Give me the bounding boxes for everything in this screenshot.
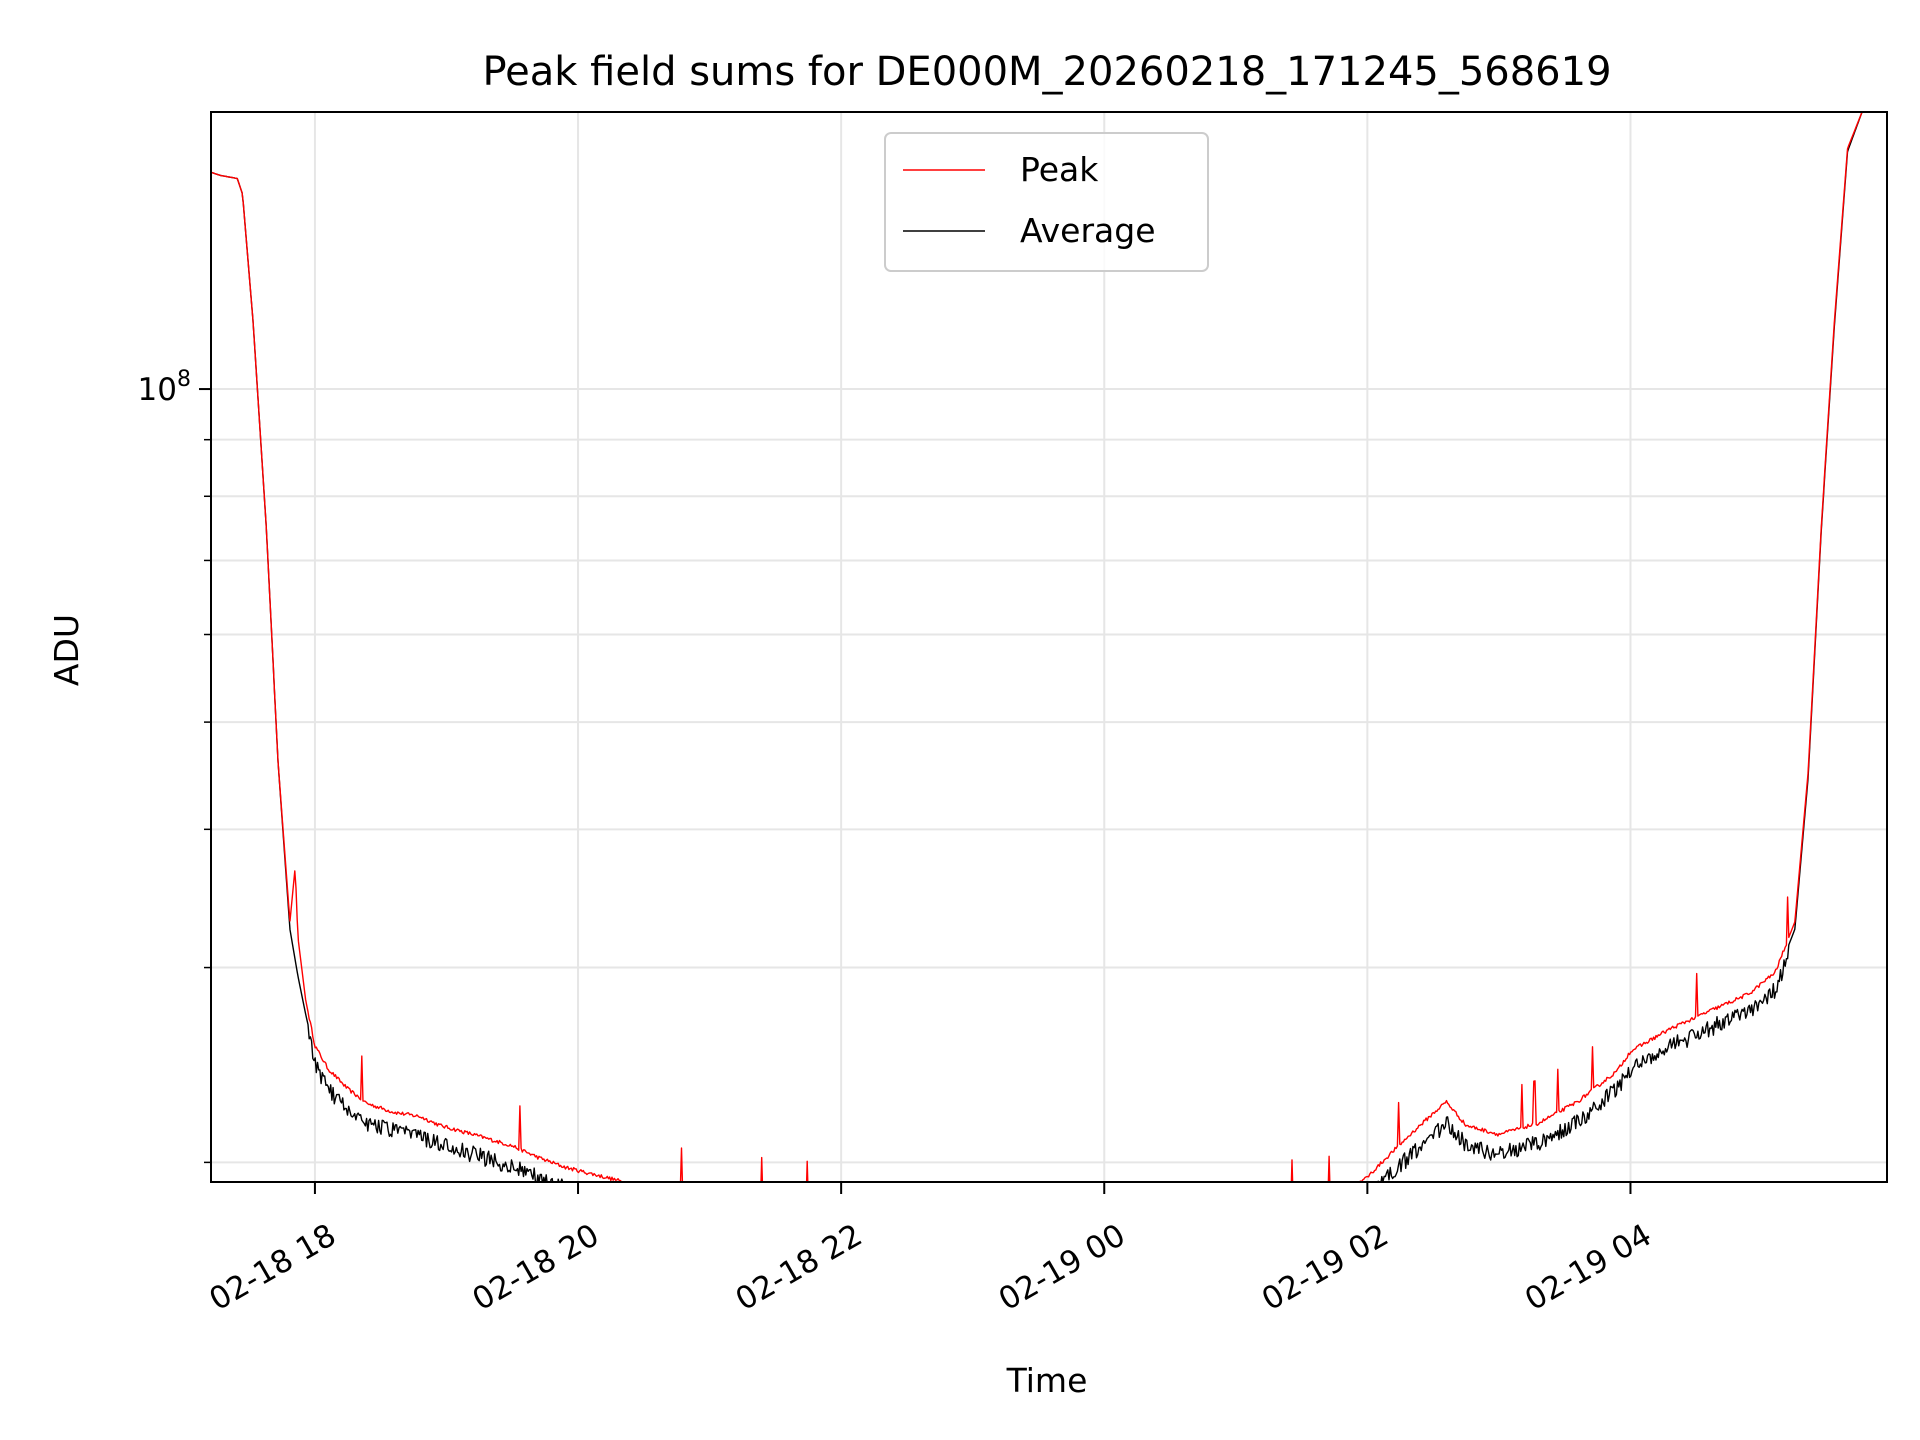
series-layer [211,112,1887,1182]
y-tick-label-0: 108 [138,367,191,408]
legend-box [884,132,1209,272]
plot-area [211,112,1887,1182]
series-line-average [211,112,1887,1182]
legend-label-peak: Peak [1020,150,1099,189]
series-line-peak [211,112,1887,1182]
legend: Peak Average [884,132,1209,272]
plot-frame [210,111,1888,1183]
x-axis-label: Time [1006,1361,1088,1400]
legend-label-average: Average [1020,211,1156,250]
chart-title: Peak field sums for DE000M_20260218_1712… [482,49,1611,95]
y-axis-label: ADU [47,614,86,686]
grid-layer [211,112,1887,1182]
